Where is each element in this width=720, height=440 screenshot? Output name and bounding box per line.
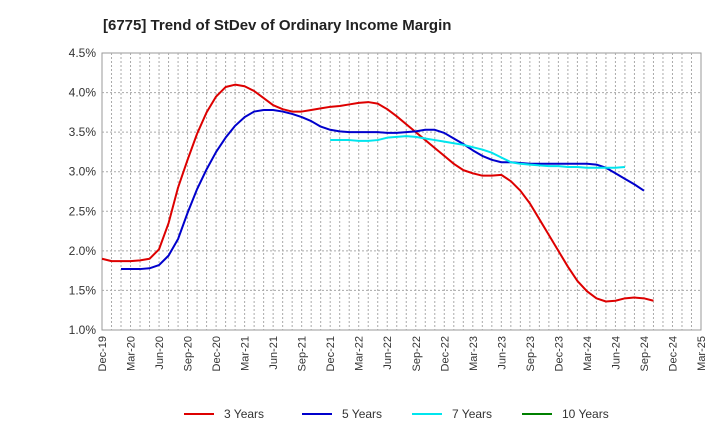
legend-label-3-years: 3 Years: [224, 407, 264, 421]
x-tick-label: Sep-20: [183, 336, 195, 371]
x-tick-label: Dec-20: [211, 336, 223, 371]
x-tick-label: Sep-24: [639, 336, 651, 371]
x-tick-label: Jun-22: [382, 336, 394, 370]
chart-title: [6775] Trend of StDev of Ordinary Income…: [103, 17, 451, 34]
y-axis: 4.5% 4.0% 3.5% 3.0% 2.5% 2.0% 1.5% 1.0%: [69, 46, 97, 337]
x-tick-label: Jun-20: [154, 336, 166, 370]
x-tick-label: Sep-23: [525, 336, 537, 371]
x-tick-label: Jun-23: [496, 336, 508, 370]
x-tick-label: Dec-23: [553, 336, 565, 371]
x-tick-label: Mar-20: [126, 336, 138, 371]
y-tick-label: 2.5%: [69, 204, 97, 218]
y-tick-label: 3.5%: [69, 125, 97, 139]
x-tick-label: Mar-23: [468, 336, 480, 371]
y-tick-label: 1.5%: [69, 283, 97, 297]
legend: 3 Years 5 Years 7 Years 10 Years: [184, 407, 609, 421]
series-line-5-years: [121, 108, 645, 271]
x-tick-label: Mar-21: [240, 336, 252, 371]
y-tick-label: 4.5%: [69, 46, 97, 60]
y-tick-label: 1.0%: [69, 323, 97, 337]
legend-label-10-years: 10 Years: [562, 407, 609, 421]
y-tick-label: 3.0%: [69, 165, 97, 179]
x-tick-label: Mar-24: [582, 336, 594, 371]
plot-area: [101, 52, 702, 331]
series-lines: [101, 83, 654, 303]
x-axis: Dec-19 Mar-20 Jun-20 Sep-20 Dec-20 Mar-21 Jun-…: [97, 336, 708, 371]
x-tick-label: Sep-22: [411, 336, 423, 371]
x-tick-label: Sep-21: [297, 336, 309, 371]
legend-label-5-years: 5 Years: [342, 407, 382, 421]
series-line-7-years: [330, 135, 626, 169]
x-tick-label: Jun-21: [268, 336, 280, 370]
x-tick-label: Dec-24: [667, 336, 679, 371]
y-tick-label: 2.0%: [69, 244, 97, 258]
x-tick-label: Dec-19: [97, 336, 109, 371]
series-line-3-years: [101, 83, 654, 303]
x-tick-label: Dec-21: [325, 336, 337, 371]
x-tick-label: Mar-22: [354, 336, 366, 371]
x-tick-label: Mar-25: [696, 336, 708, 371]
x-tick-label: Dec-22: [439, 336, 451, 371]
legend-label-7-years: 7 Years: [452, 407, 492, 421]
x-tick-label: Jun-24: [610, 336, 622, 370]
y-tick-label: 4.0%: [69, 86, 97, 100]
